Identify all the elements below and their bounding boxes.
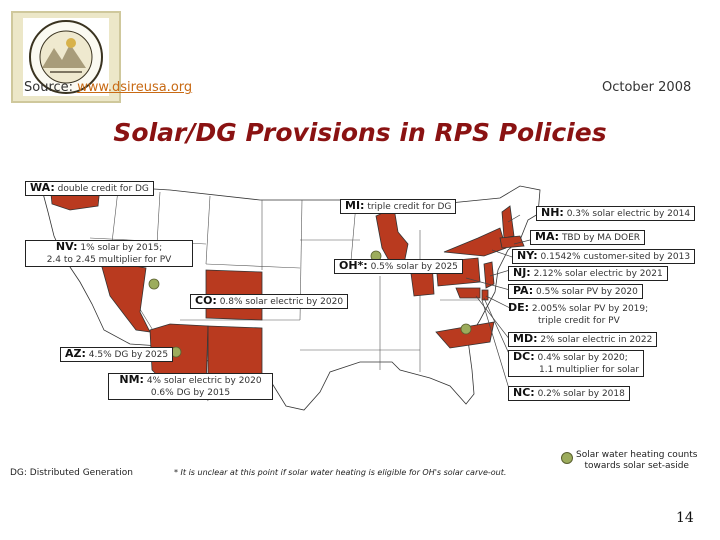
label-nm-text: 4% solar electric by 2020 — [146, 376, 262, 386]
label-nv: NV: 1% solar by 2015; 2.4 to 2.45 multipl… — [25, 240, 193, 267]
label-nc: NC: 0.2% solar by 2018 — [508, 386, 630, 401]
label-nj-text: 2.12% solar electric by 2021 — [533, 269, 663, 279]
page-number: 14 — [676, 510, 694, 526]
swh-dot-nc — [460, 323, 472, 335]
label-md: MD: 2% solar electric in 2022 — [508, 332, 658, 347]
label-nc-code: NC: — [513, 386, 535, 399]
source-line: Source: www.dsireusa.org — [24, 80, 192, 95]
label-pa: PA: 0.5% solar PV by 2020 — [508, 284, 643, 299]
label-nm-code: NM: — [119, 373, 144, 386]
label-nv-code: NV: — [55, 240, 78, 253]
label-pa-code: PA: — [513, 284, 534, 297]
label-md-text: 2% solar electric in 2022 — [540, 335, 653, 345]
label-dc: DC: 0.4% solar by 2020; 1.1 multiplier fo… — [508, 350, 645, 377]
label-de-text: 2.005% solar PV by 2019; — [531, 304, 649, 314]
state-nc — [435, 321, 495, 349]
label-nj: NJ: 2.12% solar electric by 2021 — [508, 266, 668, 281]
label-nv-text: 1% solar by 2015; — [80, 243, 163, 253]
swh-legend-line1: Solar water heating counts — [576, 450, 698, 460]
label-az: AZ: 4.5% DG by 2025 — [60, 347, 174, 362]
label-de-code: DE: — [508, 301, 530, 314]
label-wa-code: WA: — [30, 181, 55, 194]
label-dc-line2: 1.1 multiplier for solar — [539, 365, 640, 375]
label-oh-text: 0.5% solar by 2025 — [370, 262, 458, 272]
source-prefix: Source: — [24, 80, 78, 95]
label-pa-text: 0.5% solar PV by 2020 — [536, 287, 638, 297]
label-nc-text: 0.2% solar by 2018 — [537, 389, 625, 399]
label-mi-text: triple credit for DG — [367, 202, 452, 212]
label-co-code: CO: — [195, 294, 217, 307]
label-ny-text: 0.1542% customer-sited by 2013 — [540, 252, 691, 262]
oh-footnote: * It is unclear at this point if solar w… — [174, 468, 507, 477]
label-oh-code: OH*: — [339, 259, 368, 272]
state-nj — [483, 261, 495, 289]
swh-legend-dot — [561, 452, 573, 464]
label-ny: NY: 0.1542% customer-sited by 2013 — [512, 249, 696, 264]
logo-frame — [11, 11, 121, 103]
label-nh-code: NH: — [541, 206, 564, 219]
label-dc-code: DC: — [513, 350, 535, 363]
label-nm-line2: 0.6% DG by 2015 — [150, 388, 231, 398]
label-de: DE: 2.005% solar PV by 2019; triple credi… — [508, 302, 648, 327]
label-co-text: 0.8% solar electric by 2020 — [219, 297, 344, 307]
label-nm: NM: 4% solar electric by 2020 0.6% DG by … — [108, 373, 273, 400]
swh-dots — [148, 250, 472, 358]
state-ma — [499, 235, 525, 249]
label-mi: MI: triple credit for DG — [340, 199, 457, 214]
label-de-line2: triple credit for PV — [538, 316, 620, 326]
label-ma-text: TBD by MA DOER — [561, 233, 641, 243]
dg-note: DG: Distributed Generation — [10, 468, 133, 478]
swh-dot-nv — [148, 278, 160, 290]
label-az-code: AZ: — [65, 347, 86, 360]
date-label: October 2008 — [602, 80, 692, 95]
page-title: Solar/DG Provisions in RPS Policies — [113, 118, 607, 147]
state-de — [481, 289, 489, 301]
source-link[interactable]: www.dsireusa.org — [77, 80, 193, 95]
label-mi-code: MI: — [345, 199, 365, 212]
label-ma-code: MA: — [535, 230, 560, 243]
label-nh: NH: 0.3% solar electric by 2014 — [536, 206, 696, 221]
state-seal-logo — [23, 18, 109, 96]
swh-legend-text: Solar water heating counts towards solar … — [576, 450, 697, 472]
label-ny-code: NY: — [517, 249, 538, 262]
label-nh-text: 0.3% solar electric by 2014 — [566, 209, 691, 219]
label-az-text: 4.5% DG by 2025 — [88, 350, 169, 360]
state-md — [455, 287, 481, 299]
label-nv-line2: 2.4 to 2.45 multiplier for PV — [46, 255, 172, 265]
label-nj-code: NJ: — [513, 266, 531, 279]
label-co: CO: 0.8% solar electric by 2020 — [190, 294, 349, 309]
swh-legend-line2: towards solar set-aside — [584, 461, 689, 471]
label-wa-text: double credit for DG — [57, 184, 149, 194]
label-dc-text: 0.4% solar by 2020; — [537, 353, 628, 363]
label-oh: OH*: 0.5% solar by 2025 — [334, 259, 463, 274]
label-md-code: MD: — [513, 332, 538, 345]
label-wa: WA: double credit for DG — [25, 181, 154, 196]
label-ma: MA: TBD by MA DOER — [530, 230, 646, 245]
